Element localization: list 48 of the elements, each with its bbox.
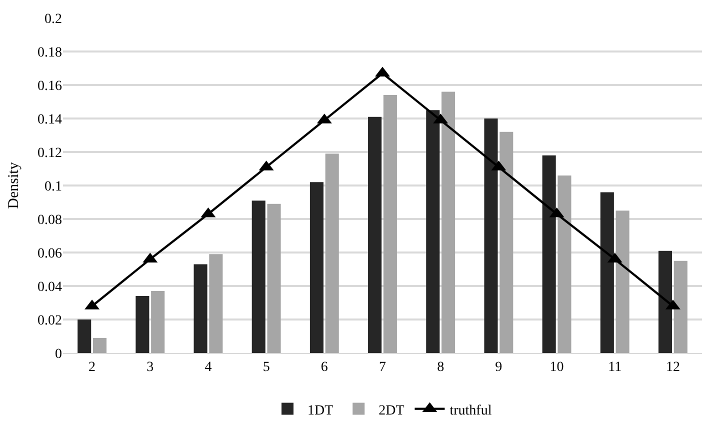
bar [151,291,165,353]
bar [558,175,572,353]
x-tick-label: 9 [495,360,502,375]
y-tick-label: 0.14 [38,112,62,128]
x-tick-label: 3 [146,360,154,375]
legend-label: truthful [450,403,492,418]
y-tick-label: 0.2 [44,12,62,27]
x-tick-label: 4 [204,360,212,375]
y-tick-label: 0.16 [38,78,62,94]
y-tick-label: 0.06 [38,246,62,262]
bar [674,260,688,353]
y-tick-label: 0.02 [38,313,62,328]
bar [616,210,630,353]
bar [325,154,339,353]
x-tick-label: 7 [379,360,386,375]
bar [136,296,150,353]
bar [442,92,456,353]
bar [383,95,397,353]
x-tick-label: 2 [88,360,96,375]
y-tick-label: 0.18 [38,45,62,60]
legend-label: 2DT [378,403,405,418]
x-tick-label: 5 [262,360,270,375]
bar [252,200,266,353]
bar [368,116,382,353]
x-tick-label: 10 [550,360,564,375]
y-axis-title: Density [6,162,22,209]
bar [500,132,514,353]
y-tick-label: 0.08 [38,212,62,228]
y-tick-label: 0.12 [38,146,62,161]
bar [209,254,223,353]
x-tick-label: 12 [666,360,680,375]
bar [92,338,107,353]
x-tick-label: 8 [437,360,444,375]
bar [78,320,92,353]
bar [194,264,208,353]
y-tick-label: 0.1 [44,179,62,194]
bar [310,182,324,353]
bar [426,110,440,353]
y-tick-label: 0.04 [38,280,62,295]
bar [658,250,672,353]
bar [484,118,498,353]
legend-label: 1DT [308,403,334,418]
x-tick-label: 6 [320,360,328,375]
y-tick-label: 0 [55,346,62,362]
bar [267,204,281,353]
bar [542,155,556,353]
bar [600,192,614,353]
x-tick-label: 11 [608,360,622,375]
